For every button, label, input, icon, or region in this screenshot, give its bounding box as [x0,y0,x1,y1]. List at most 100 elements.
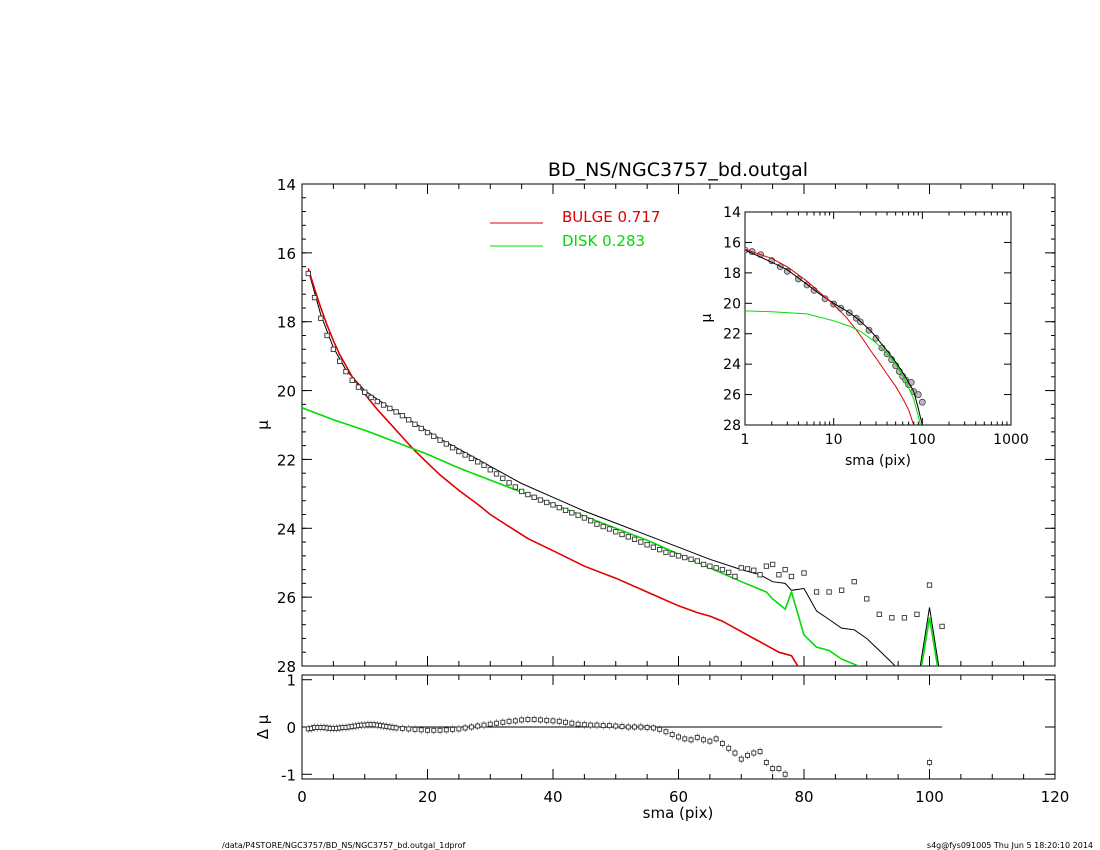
residual-data-point [745,752,750,758]
residual-data-point [701,737,707,743]
residual-data-point [494,720,499,726]
residual-data-point [770,766,776,772]
main-data-point [531,494,537,500]
residual-data-point [694,734,700,740]
residual-data-point [412,726,418,732]
main-data-point [763,563,770,569]
main-data-point [700,561,707,568]
main-y-tick-label: 20 [277,383,296,401]
main-data-point [456,448,462,455]
residual-data-point [450,726,456,732]
main-data-point [431,433,437,440]
residual-data-point [657,726,663,732]
main-data-point [462,452,468,458]
residual-y-axis-label: Δ μ [254,714,272,739]
residual-data-point [638,724,644,730]
residual-data-point [776,766,782,772]
main-data-point [757,572,763,578]
residual-data-point [456,726,462,732]
main-data-point [788,573,795,580]
main-data-point [475,459,481,465]
inset-y-tick-label: 24 [723,357,741,373]
main-data-point [318,315,324,321]
main-data-point [669,551,675,557]
residual-data-point [594,722,600,728]
legend: BULGE 0.717 DISK 0.283 [490,208,660,250]
main-data-point [719,566,726,573]
main-data-point [468,455,475,462]
inset-series-model [745,249,923,425]
residual-data-point [682,736,688,742]
residual-data-point [719,741,725,746]
main-data-point [650,544,657,550]
residual-data-point [406,726,412,732]
main-data-point [901,615,908,621]
residual-data-point [531,716,537,722]
residual-x-tick-label: 40 [543,788,562,806]
residual-data-point [738,756,744,762]
main-data-point [550,502,556,508]
residual-data-point [550,718,556,724]
residual-data-point [751,750,757,756]
residual-data-point [462,725,468,731]
main-data-point [337,358,343,364]
main-data-point [776,572,782,578]
residual-data-point [613,723,619,729]
residual-data-point [538,717,543,723]
inset-plot-frame [744,211,1012,426]
main-data-point [443,441,449,447]
main-data-point [625,534,631,540]
main-data-point [362,389,368,395]
inset-y-tick-label: 26 [723,388,741,404]
main-data-point [544,499,550,506]
inset-data-point [783,267,791,275]
inset-series-disk [745,310,921,425]
main-data-point [657,546,663,553]
residual-data-point [431,727,437,733]
main-data-point [738,565,744,571]
residual-x-tick-label: 60 [669,788,688,806]
main-data-point [506,480,512,486]
main-data-point [707,563,713,569]
main-data-point [801,570,807,576]
inset-y-tick-label: 22 [723,327,741,343]
main-data-point [782,566,788,573]
inset-x-tick-label: 100 [909,432,936,448]
residual-data-point [669,732,675,738]
main-data-point [675,553,682,559]
main-data-point [600,523,606,530]
main-data-point [682,554,688,561]
residual-data-point [707,738,713,744]
main-data-point [393,409,399,415]
main-data-point [311,294,318,301]
main-data-point [694,558,700,564]
main-data-point [644,542,650,548]
main-data-point [663,549,669,556]
residual-data-point [650,725,656,731]
residual-data-point [437,727,443,733]
main-data-point [688,556,694,562]
residual-data-point [487,721,493,727]
residual-data-point [525,716,531,722]
footer-timestamp: s4g@fys091005 Thu Jun 5 18:20:10 2014 [927,841,1093,850]
footer-file-path: /data/P4STORE/NGC3757/BD_NS/NGC3757_bd.o… [222,841,466,850]
main-data-point [349,377,355,383]
residual-data-point [688,737,694,743]
inset-y-tick-label: 18 [723,266,741,282]
main-data-point [500,475,506,482]
inset-x-tick-label: 1000 [993,432,1029,448]
main-data-point [744,566,751,572]
inset-panel: 14 16 18 20 22 24 26 281 10 100 1000 sma (pix) μ [699,205,1029,469]
residual-x-tick-label: 100 [915,788,944,806]
main-data-point [493,471,500,477]
residual-y-tick-label: 1 [286,672,296,690]
main-data-point [751,567,757,573]
main-data-point [387,405,393,412]
main-data-point [939,623,945,630]
main-data-point [876,611,882,618]
residual-data-point [569,720,575,726]
residual-data-point [575,721,581,727]
inset-data-point [865,326,873,334]
main-data-point [418,425,424,432]
residual-data-point [399,725,405,731]
